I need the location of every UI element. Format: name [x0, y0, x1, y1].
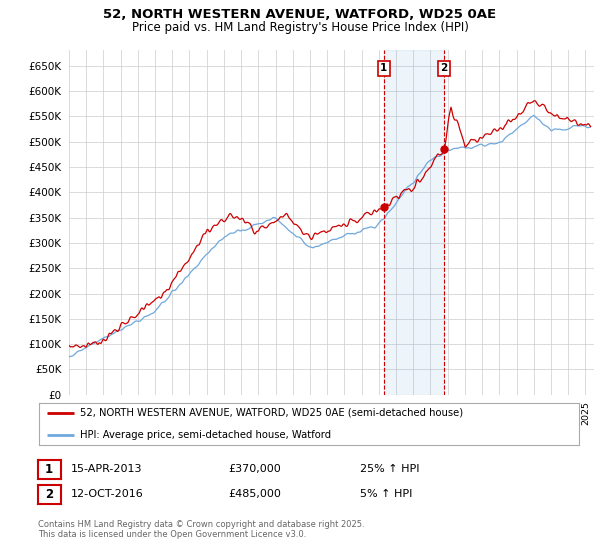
Text: HPI: Average price, semi-detached house, Watford: HPI: Average price, semi-detached house,…: [79, 430, 331, 440]
Text: 25% ↑ HPI: 25% ↑ HPI: [360, 464, 419, 474]
Text: 2: 2: [45, 488, 53, 501]
Text: 1: 1: [380, 63, 388, 73]
Text: 52, NORTH WESTERN AVENUE, WATFORD, WD25 0AE (semi-detached house): 52, NORTH WESTERN AVENUE, WATFORD, WD25 …: [79, 408, 463, 418]
Text: 12-OCT-2016: 12-OCT-2016: [71, 489, 143, 499]
Text: 15-APR-2013: 15-APR-2013: [71, 464, 142, 474]
Text: 5% ↑ HPI: 5% ↑ HPI: [360, 489, 412, 499]
Text: 1: 1: [45, 463, 53, 476]
Text: 2: 2: [440, 63, 448, 73]
Text: Price paid vs. HM Land Registry's House Price Index (HPI): Price paid vs. HM Land Registry's House …: [131, 21, 469, 34]
Bar: [384, 50, 444, 395]
Text: Contains HM Land Registry data © Crown copyright and database right 2025.
This d: Contains HM Land Registry data © Crown c…: [38, 520, 364, 539]
Text: £370,000: £370,000: [228, 464, 281, 474]
Text: £485,000: £485,000: [228, 489, 281, 499]
Text: 52, NORTH WESTERN AVENUE, WATFORD, WD25 0AE: 52, NORTH WESTERN AVENUE, WATFORD, WD25 …: [103, 8, 497, 21]
